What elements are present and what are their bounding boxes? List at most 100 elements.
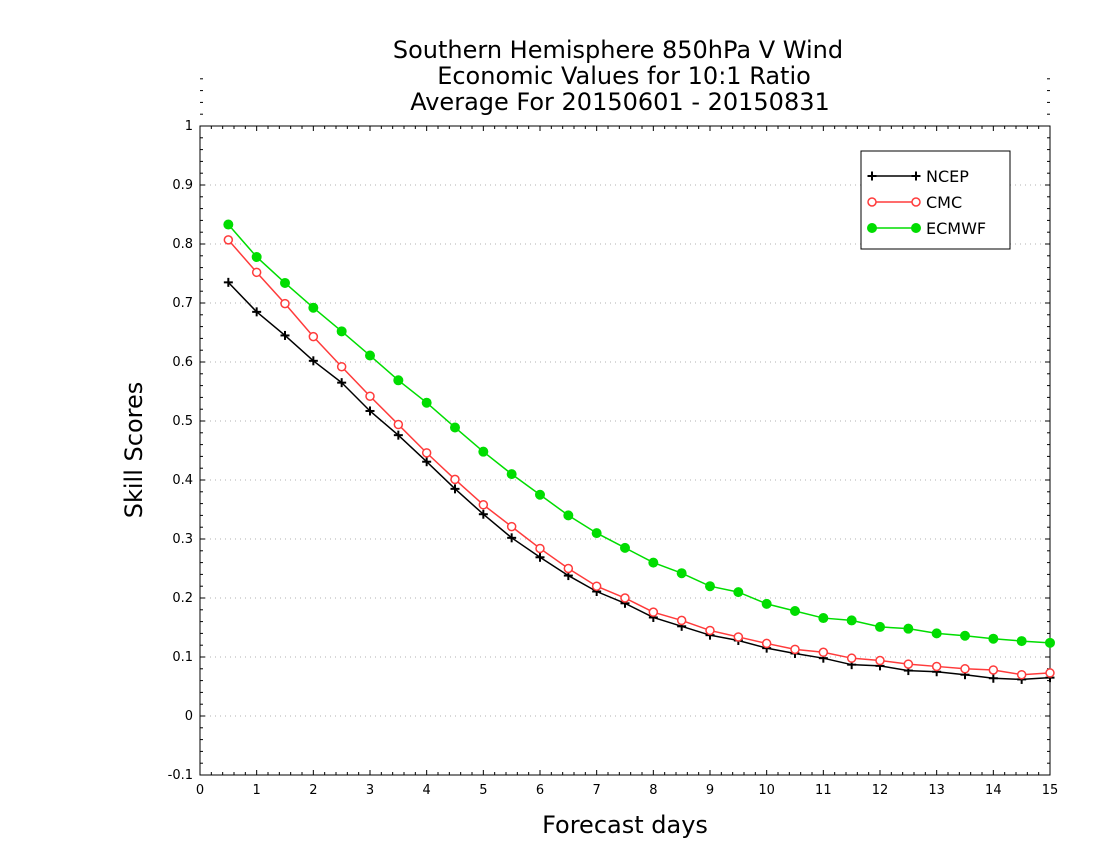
data-point-ecmwf bbox=[365, 350, 375, 361]
data-point-ecmwf bbox=[1045, 637, 1055, 648]
data-point-ncep bbox=[337, 378, 347, 388]
x-tick-label: 4 bbox=[423, 783, 431, 798]
data-point-cmc bbox=[818, 647, 829, 658]
series-ecmwf bbox=[223, 219, 1055, 648]
title-line-2: Economic Values for 10:1 Ratio bbox=[437, 62, 811, 90]
data-point-ncep bbox=[308, 356, 318, 366]
data-point-cmc bbox=[620, 593, 630, 603]
data-point-cmc bbox=[478, 500, 489, 510]
data-point-ncep bbox=[507, 533, 517, 543]
legend-label: NCEP bbox=[926, 167, 969, 186]
y-tick-label: 0.5 bbox=[172, 414, 193, 429]
data-point-cmc bbox=[535, 543, 545, 554]
y-tick-label: 0.3 bbox=[172, 532, 193, 547]
data-point-cmc bbox=[648, 607, 659, 617]
x-tick-label: 15 bbox=[1042, 783, 1059, 798]
data-point-cmc bbox=[1045, 668, 1055, 678]
y-tick-label: -0.1 bbox=[168, 768, 193, 783]
data-point-ecmwf bbox=[478, 446, 489, 457]
y-tick-label: 0.1 bbox=[172, 650, 193, 665]
data-point-cmc bbox=[251, 267, 262, 278]
title-line-3: Average For 20150601 - 20150831 bbox=[410, 88, 830, 116]
data-point-ncep bbox=[450, 484, 460, 494]
y-tick-label: 0 bbox=[185, 709, 193, 724]
y-axis-label: Skill Scores bbox=[120, 382, 148, 519]
data-point-cmc bbox=[676, 615, 687, 626]
legend-marker bbox=[911, 171, 921, 181]
x-tick-label: 3 bbox=[366, 783, 374, 798]
legend-item-ecmwf: ECMWF bbox=[867, 219, 986, 238]
data-point-cmc bbox=[875, 655, 885, 666]
chart-title: Southern Hemisphere 850hPa V Wind Econom… bbox=[393, 36, 843, 116]
data-point-ecmwf bbox=[620, 542, 630, 553]
y-tick-label: 0.9 bbox=[172, 178, 193, 193]
x-tick-label: 10 bbox=[758, 783, 775, 798]
data-point-cmc bbox=[903, 659, 914, 669]
data-point-ecmwf bbox=[931, 628, 942, 639]
data-point-cmc bbox=[365, 391, 375, 401]
data-point-ecmwf bbox=[450, 422, 460, 433]
data-point-ecmwf bbox=[988, 633, 999, 644]
data-point-ecmwf bbox=[733, 587, 744, 598]
data-point-ecmwf bbox=[336, 326, 347, 337]
data-point-ecmwf bbox=[761, 598, 772, 609]
data-point-ecmwf bbox=[790, 605, 800, 616]
gridlines bbox=[200, 184, 1050, 717]
data-point-cmc bbox=[790, 644, 800, 655]
data-point-ecmwf bbox=[1016, 636, 1027, 647]
legend-marker bbox=[911, 223, 921, 233]
data-point-cmc bbox=[931, 661, 942, 672]
data-point-cmc bbox=[223, 235, 234, 245]
data-point-cmc bbox=[960, 664, 970, 674]
data-point-ncep bbox=[988, 673, 998, 683]
data-point-cmc bbox=[846, 653, 857, 663]
data-point-cmc bbox=[393, 419, 404, 430]
legend: NCEP CMC ECMWF bbox=[860, 150, 1011, 250]
data-point-ecmwf bbox=[223, 219, 234, 230]
title-line-1: Southern Hemisphere 850hPa V Wind bbox=[393, 36, 843, 64]
data-point-ncep bbox=[478, 509, 488, 519]
data-point-ecmwf bbox=[535, 489, 545, 500]
data-point-cmc bbox=[336, 361, 347, 372]
data-point-ecmwf bbox=[875, 621, 885, 632]
x-tick-label: 2 bbox=[309, 783, 317, 798]
y-tick-label: 0.4 bbox=[172, 473, 193, 488]
data-point-ncep bbox=[252, 307, 262, 317]
legend-item-ncep: NCEP bbox=[867, 167, 969, 186]
data-point-ecmwf bbox=[676, 568, 687, 579]
legend-marker bbox=[867, 197, 877, 207]
x-tick-label: 1 bbox=[253, 783, 261, 798]
data-point-cmc bbox=[450, 474, 460, 485]
data-point-cmc bbox=[705, 625, 715, 636]
data-point-ecmwf bbox=[903, 623, 914, 634]
data-point-ncep bbox=[223, 277, 233, 287]
data-point-ecmwf bbox=[648, 557, 659, 568]
data-point-cmc bbox=[761, 638, 772, 649]
data-point-cmc bbox=[506, 521, 517, 532]
data-point-cmc bbox=[308, 331, 319, 342]
x-tick-label: 9 bbox=[706, 783, 714, 798]
data-point-ncep bbox=[535, 552, 545, 562]
series-line-cmc bbox=[227, 239, 1051, 676]
legend-label: CMC bbox=[926, 193, 962, 212]
data-point-ecmwf bbox=[393, 375, 404, 386]
series-cmc bbox=[223, 235, 1055, 680]
y-tick-label: 0.8 bbox=[172, 237, 193, 252]
legend-label: ECMWF bbox=[926, 219, 986, 238]
data-point-ncep bbox=[365, 406, 375, 416]
legend-marker bbox=[867, 171, 877, 181]
axis-ticks: -0.100.10.20.30.40.50.60.70.80.910 1 2 3 4 5 6… bbox=[168, 78, 1059, 798]
legend-item-cmc: CMC bbox=[867, 193, 962, 212]
legend-box bbox=[860, 150, 1011, 250]
y-tick-label: 0.6 bbox=[172, 355, 193, 370]
x-tick-label: 12 bbox=[872, 783, 889, 798]
data-point-cmc bbox=[563, 563, 574, 574]
plot-frame bbox=[199, 125, 1051, 776]
data-point-cmc bbox=[591, 581, 602, 591]
data-point-ecmwf bbox=[308, 302, 319, 313]
data-point-cmc bbox=[280, 298, 290, 309]
x-tick-label: 0 bbox=[196, 783, 204, 798]
data-point-ecmwf bbox=[818, 613, 829, 624]
x-tick-label: 8 bbox=[649, 783, 657, 798]
